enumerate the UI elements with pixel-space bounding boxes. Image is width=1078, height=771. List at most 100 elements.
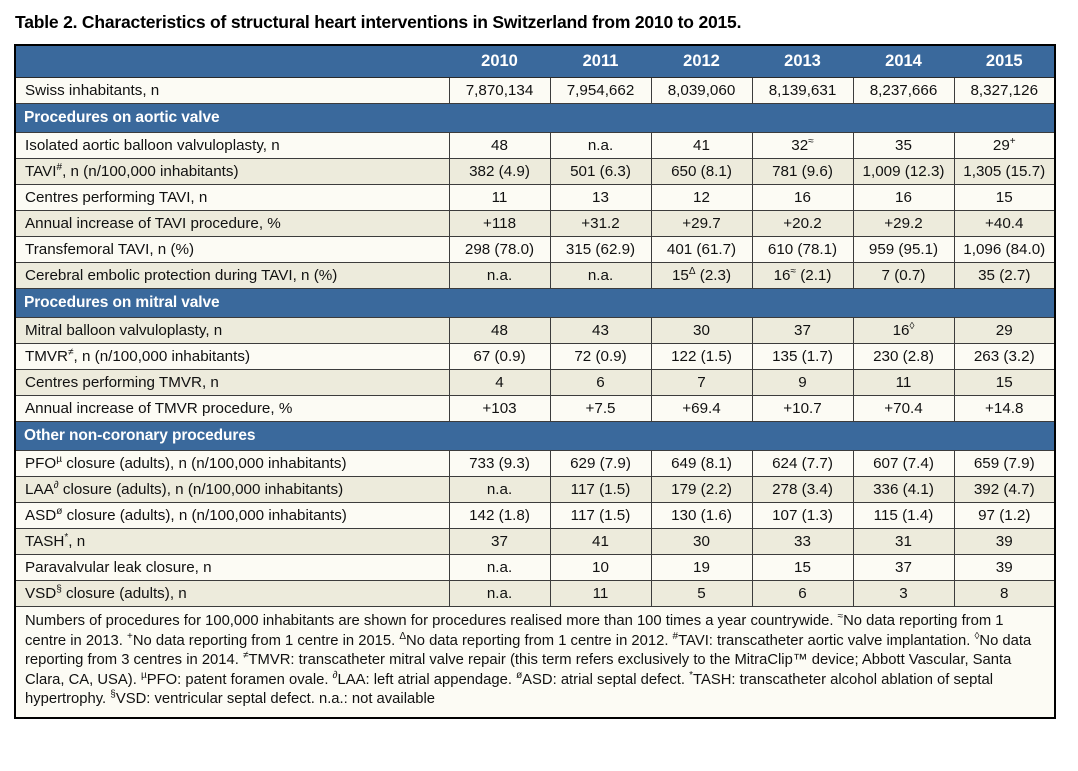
value-cell: n.a. <box>549 262 652 289</box>
value-cell: 37 <box>448 528 551 555</box>
value-cell: 3 <box>852 580 955 607</box>
table-row: Swiss inhabitants, n 7,870,134 7,954,662 8,… <box>14 77 1056 104</box>
value-cell: 16≈ (2.1) <box>751 262 854 289</box>
value-cell: 315 (62.9) <box>549 236 652 263</box>
section-header-row: Procedures on aortic valve <box>14 103 1056 133</box>
year-header-row: 2010 2011 2012 2013 2014 2015 <box>14 44 1056 78</box>
value-cell: 30 <box>650 317 753 344</box>
row-label: Swiss inhabitants, n <box>14 77 450 104</box>
value-cell: n.a. <box>448 262 551 289</box>
value-cell: +31.2 <box>549 210 652 237</box>
row-label: Cerebral embolic protection during TAVI,… <box>14 262 450 289</box>
value-cell: 117 (1.5) <box>549 476 652 503</box>
year-header-2012: 2012 <box>650 44 753 78</box>
value-cell: 7,870,134 <box>448 77 551 104</box>
value-cell: 30 <box>650 528 753 555</box>
table-row: Annual increase of TMVR procedure, % +103… <box>14 395 1056 422</box>
value-cell: 48 <box>448 317 551 344</box>
value-cell: 230 (2.8) <box>852 343 955 370</box>
superscript-symbol: § <box>56 583 62 595</box>
superscript-symbol: ≠ <box>242 650 249 662</box>
table-row: Annual increase of TAVI procedure, % +118… <box>14 210 1056 237</box>
value-cell: n.a. <box>549 132 652 159</box>
value-cell: 35 (2.7) <box>953 262 1056 289</box>
table-row: Cerebral embolic protection during TAVI,… <box>14 262 1056 289</box>
value-cell: 1,096 (84.0) <box>953 236 1056 263</box>
year-header-2011: 2011 <box>549 44 652 78</box>
superscript-symbol: § <box>110 689 116 701</box>
value-cell: 8,139,631 <box>751 77 854 104</box>
value-cell: 263 (3.2) <box>953 343 1056 370</box>
value-cell: 122 (1.5) <box>650 343 753 370</box>
table-row: TASH*, n 37 41 30 33 31 39 <box>14 528 1056 555</box>
value-cell: 72 (0.9) <box>549 343 652 370</box>
value-cell: 67 (0.9) <box>448 343 551 370</box>
value-cell: 336 (4.1) <box>852 476 955 503</box>
value-cell: 35 <box>852 132 955 159</box>
year-header-2014: 2014 <box>852 44 955 78</box>
value-cell: 8 <box>953 580 1056 607</box>
value-cell: +20.2 <box>751 210 854 237</box>
section-header-label: Procedures on aortic valve <box>14 103 1056 133</box>
value-cell: 13 <box>549 184 652 211</box>
row-label: VSD§ closure (adults), n <box>14 580 450 607</box>
row-label: TAVI#, n (n/100,000 inhabitants) <box>14 158 450 185</box>
footnote-row: Numbers of procedures for 100,000 inhabi… <box>14 606 1056 718</box>
value-cell: 278 (3.4) <box>751 476 854 503</box>
row-label: PFOµ closure (adults), n (n/100,000 inha… <box>14 450 450 477</box>
section-header-label: Other non-coronary procedures <box>14 421 1056 451</box>
value-cell: +29.2 <box>852 210 955 237</box>
row-label: Annual increase of TAVI procedure, % <box>14 210 450 237</box>
value-cell: 33 <box>751 528 854 555</box>
value-cell: 650 (8.1) <box>650 158 753 185</box>
superscript-symbol: ∂ <box>53 479 59 491</box>
value-cell: 31 <box>852 528 955 555</box>
row-label: Centres performing TAVI, n <box>14 184 450 211</box>
value-cell: +7.5 <box>549 395 652 422</box>
superscript-symbol: # <box>672 630 679 642</box>
value-cell: 130 (1.6) <box>650 502 753 529</box>
table-row: Paravalvular leak closure, n n.a. 10 19 15 37… <box>14 554 1056 581</box>
superscript-symbol: ø <box>56 505 63 517</box>
value-cell: 5 <box>650 580 753 607</box>
value-cell: 959 (95.1) <box>852 236 955 263</box>
value-cell: 1,009 (12.3) <box>852 158 955 185</box>
value-cell: 107 (1.3) <box>751 502 854 529</box>
value-cell: 115 (1.4) <box>852 502 955 529</box>
value-cell: 16 <box>852 184 955 211</box>
superscript-symbol: # <box>56 161 63 173</box>
value-cell: n.a. <box>448 580 551 607</box>
table-row: Centres performing TAVI, n 11 13 12 16 16 15 <box>14 184 1056 211</box>
superscript-symbol: Δ <box>399 630 407 642</box>
value-cell: 29+ <box>953 132 1056 159</box>
section-header-row: Procedures on mitral valve <box>14 288 1056 318</box>
value-cell: 117 (1.5) <box>549 502 652 529</box>
value-cell: 37 <box>751 317 854 344</box>
value-cell: 11 <box>448 184 551 211</box>
value-cell: 43 <box>549 317 652 344</box>
paper-table-figure: Table 2. Characteristics of structural h… <box>14 12 1056 719</box>
superscript-symbol: ≈ <box>790 265 796 277</box>
value-cell: 39 <box>953 554 1056 581</box>
year-header-2010: 2010 <box>448 44 551 78</box>
corner-cell <box>14 44 450 78</box>
value-cell: n.a. <box>448 476 551 503</box>
superscript-symbol: + <box>1009 135 1016 147</box>
superscript-symbol: ◊ <box>974 630 980 642</box>
value-cell: 16◊ <box>852 317 955 344</box>
table-row: ASDø closure (adults), n (n/100,000 inha… <box>14 502 1056 529</box>
value-cell: 15 <box>751 554 854 581</box>
table-row: VSD§ closure (adults), n n.a. 11 5 6 3 8 <box>14 580 1056 607</box>
superscript-symbol: + <box>127 630 133 642</box>
value-cell: 1,305 (15.7) <box>953 158 1056 185</box>
superscript-symbol: µ <box>56 453 62 465</box>
superscript-symbol: ≈ <box>837 611 844 623</box>
value-cell: +103 <box>448 395 551 422</box>
interventions-table: 2010 2011 2012 2013 2014 2015 Swiss inhabitan… <box>14 44 1056 719</box>
value-cell: 10 <box>549 554 652 581</box>
value-cell: 4 <box>448 369 551 396</box>
value-cell: 733 (9.3) <box>448 450 551 477</box>
value-cell: 16 <box>751 184 854 211</box>
value-cell: +14.8 <box>953 395 1056 422</box>
table-row: TAVI#, n (n/100,000 inhabitants) 382 (4.9… <box>14 158 1056 185</box>
